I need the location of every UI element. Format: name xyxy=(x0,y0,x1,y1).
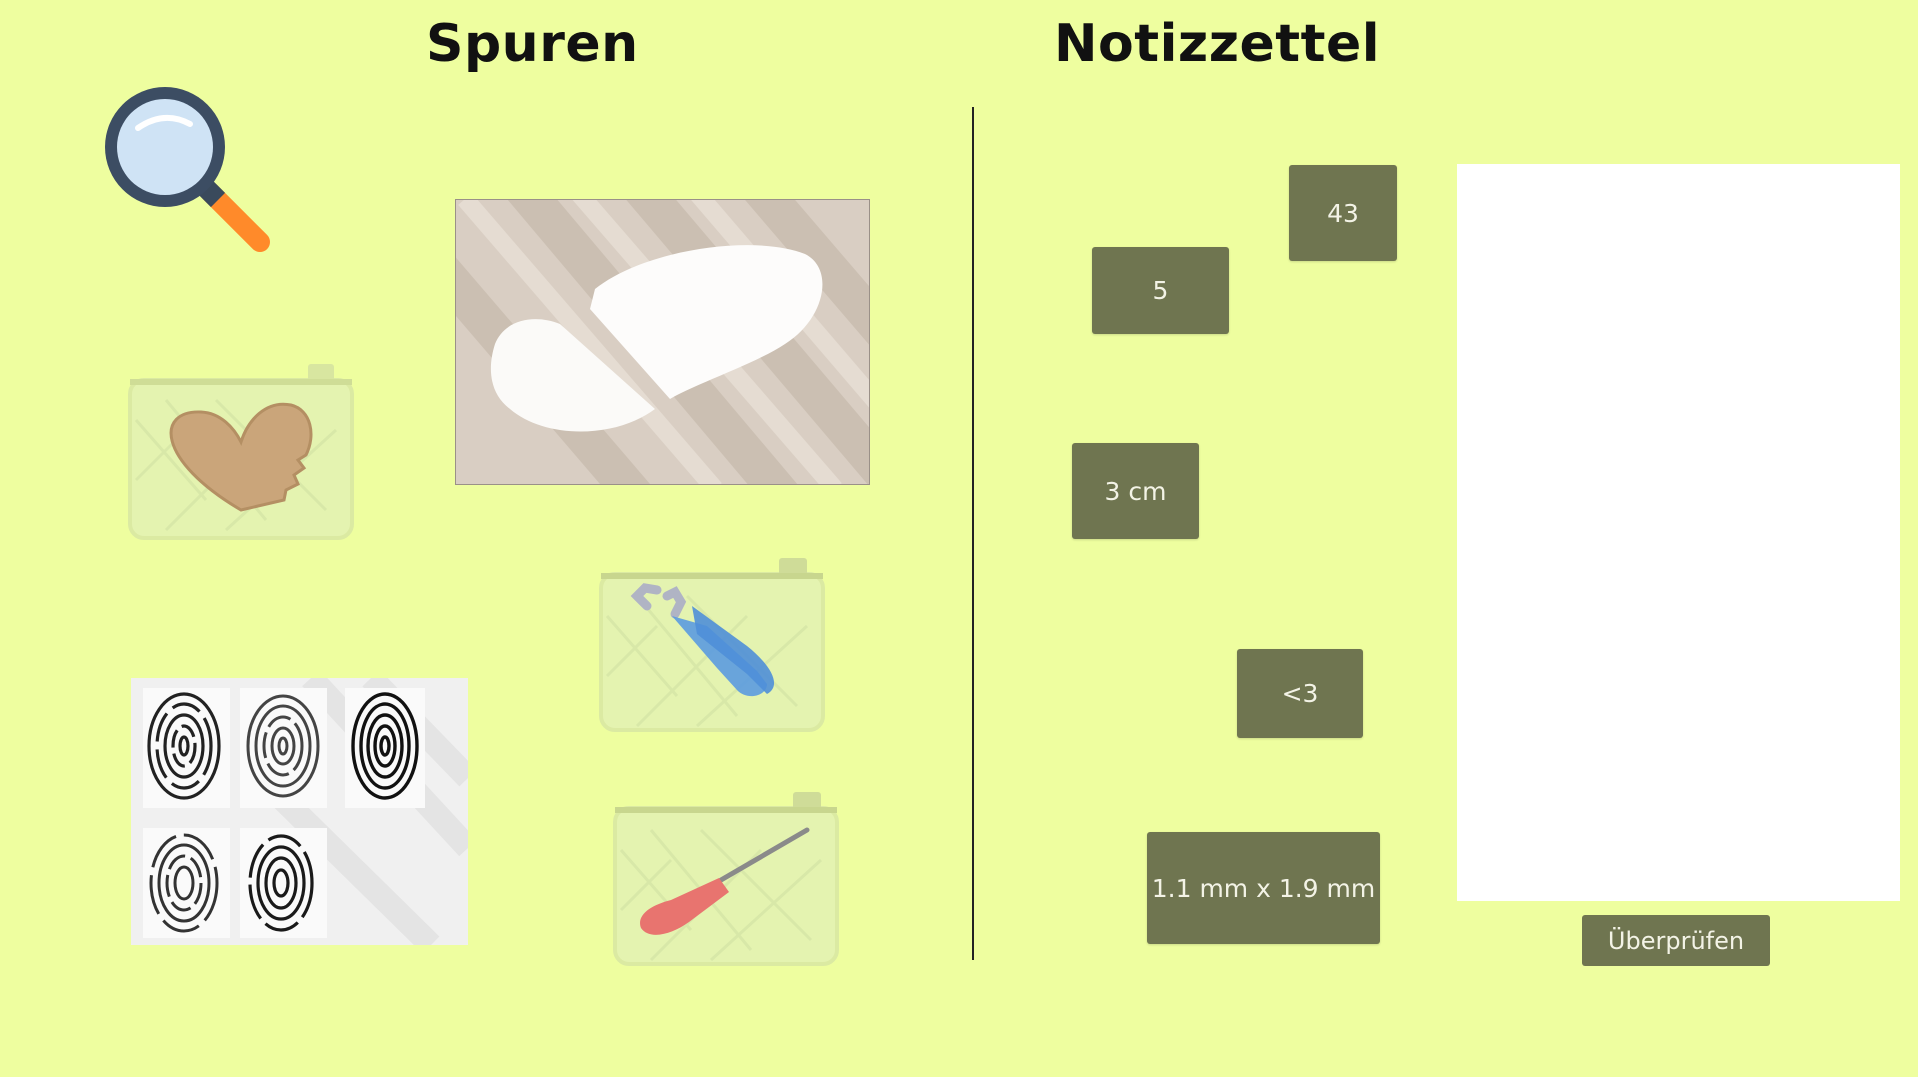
note-chip-dimensions[interactable]: 1.1 mm x 1.9 mm xyxy=(1147,832,1380,944)
magnifying-glass-icon[interactable] xyxy=(98,80,273,255)
note-chip-3cm[interactable]: 3 cm xyxy=(1072,443,1199,539)
screwdriver-evidence-bag[interactable] xyxy=(611,790,843,972)
heart-cookie-evidence-bag[interactable] xyxy=(126,360,358,545)
note-chip-5[interactable]: 5 xyxy=(1092,247,1229,334)
traces-heading: Spuren xyxy=(426,14,639,74)
fingerprint-card[interactable] xyxy=(131,678,468,945)
notepad-drop-area[interactable] xyxy=(1457,164,1900,901)
check-button[interactable]: Überprüfen xyxy=(1582,915,1770,966)
pliers-evidence-bag[interactable] xyxy=(597,556,829,738)
note-chip-less-than-3[interactable]: <3 xyxy=(1237,649,1363,738)
section-divider xyxy=(972,107,974,960)
note-chip-43[interactable]: 43 xyxy=(1289,165,1397,261)
notes-heading: Notizzettel xyxy=(1054,14,1381,74)
broken-soap-photo[interactable] xyxy=(455,199,870,485)
